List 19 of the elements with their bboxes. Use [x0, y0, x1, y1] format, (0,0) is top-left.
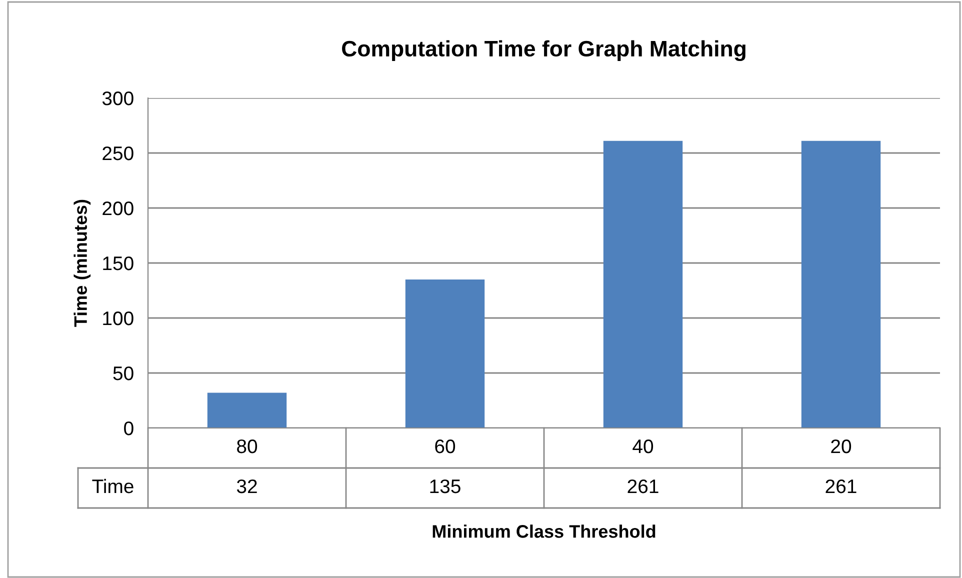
chart-title: Computation Time for Graph Matching: [342, 40, 746, 62]
data-label: 32: [236, 479, 257, 494]
text: Time: [92, 478, 134, 494]
x-tick-label: 80: [237, 439, 258, 454]
y-tick-label: 150: [103, 256, 134, 270]
x-tick-label: 20: [831, 439, 852, 454]
y-axis-title: Time (minutes): [74, 200, 91, 327]
y-tick-label: 200: [102, 201, 134, 216]
y-tick-label: 250: [102, 146, 134, 160]
data-label: 261: [628, 479, 658, 494]
x-tick-label: 40: [632, 439, 654, 454]
y-tick-label: 100: [103, 311, 134, 326]
x-tick-label: 60: [435, 439, 456, 454]
y-tick-label: 50: [113, 366, 134, 380]
y-tick-label: 300: [102, 91, 134, 106]
data-label: 135: [430, 479, 460, 494]
x-axis-title: Minimum Class Threshold: [432, 524, 656, 538]
y-tick-label: 0: [124, 421, 134, 436]
data-label: 261: [826, 479, 856, 494]
